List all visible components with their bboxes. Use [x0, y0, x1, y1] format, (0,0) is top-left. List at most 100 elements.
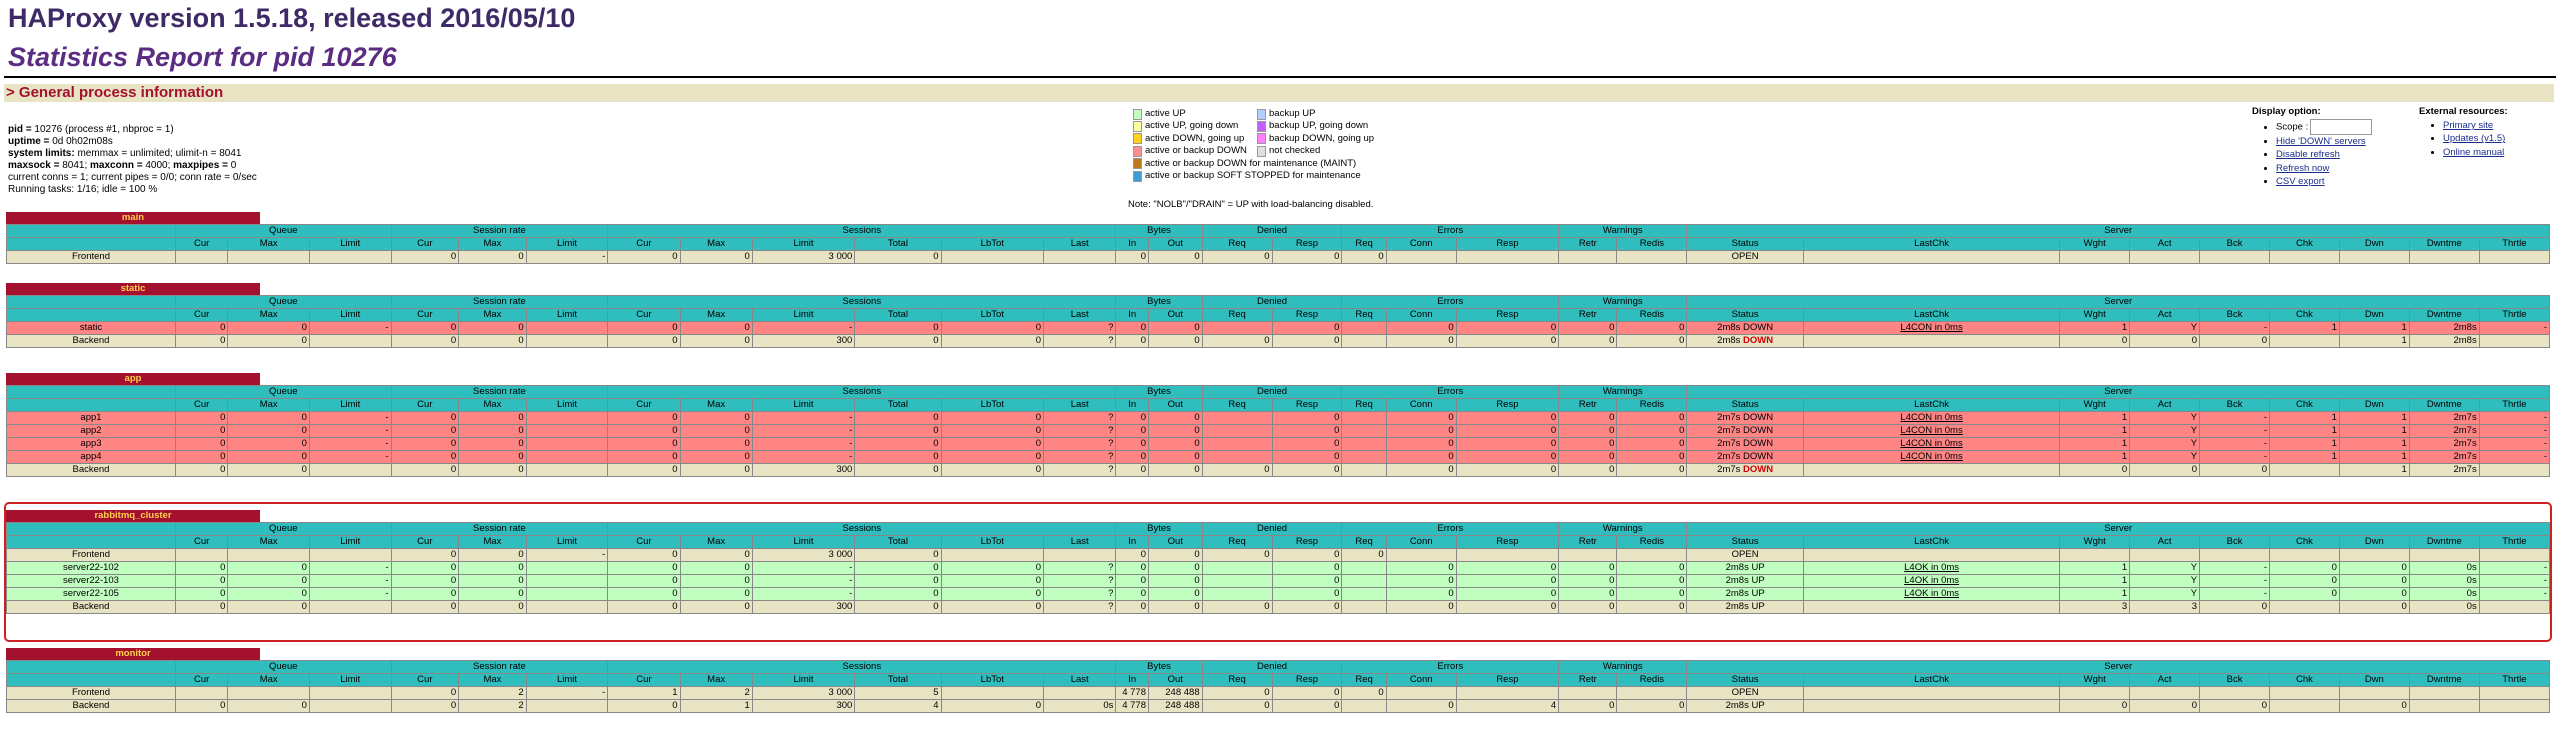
csv-export-link[interactable]: CSV export: [2276, 176, 2325, 188]
table-cell[interactable]: Backend: [6, 600, 176, 614]
table-cell: 0: [679, 587, 753, 601]
table-cell[interactable]: Backend: [6, 463, 176, 477]
table-cell: [525, 600, 609, 614]
table-cell: [1558, 548, 1618, 562]
table-cell[interactable]: L4CON in 0ms: [1802, 450, 2061, 464]
table-cell[interactable]: Backend: [6, 699, 176, 713]
online-manual-link[interactable]: Online manual: [2443, 146, 2505, 158]
refresh-now-link[interactable]: Refresh now: [2276, 162, 2330, 174]
column-header: Conn: [1385, 535, 1457, 549]
group-header: Errors: [1341, 295, 1560, 309]
table-cell: 1: [2059, 424, 2131, 438]
table-cell: [1385, 250, 1457, 264]
table-cell: 0: [1558, 450, 1618, 464]
table-cell: 0: [854, 437, 942, 451]
table-cell: 0: [679, 334, 753, 348]
table-cell: 0: [1385, 699, 1457, 713]
table-cell: 0: [458, 437, 527, 451]
table-cell: 0: [1271, 600, 1343, 614]
table-cell: ?: [1043, 411, 1117, 425]
table-cell[interactable]: static: [6, 321, 176, 335]
table-cell[interactable]: app2: [6, 424, 176, 438]
table-cell: -: [2478, 574, 2551, 588]
table-cell: 0: [174, 321, 229, 335]
group-header: Denied: [1201, 385, 1343, 399]
table-cell: 0: [1385, 437, 1457, 451]
table-cell: [2478, 686, 2551, 700]
table-cell[interactable]: Backend: [6, 334, 176, 348]
table-cell: 0: [607, 699, 681, 713]
table-cell[interactable]: [1802, 600, 2061, 614]
table-cell[interactable]: [1802, 699, 2061, 713]
column-header: Bck: [2199, 308, 2270, 322]
table-cell: [2478, 600, 2551, 614]
table-cell[interactable]: L4CON in 0ms: [1802, 437, 2061, 451]
table-cell: [1341, 600, 1387, 614]
proxy-name[interactable]: monitor: [6, 648, 260, 660]
table-cell: OPEN: [1686, 548, 1804, 562]
table-cell: [308, 548, 392, 562]
proxy-name[interactable]: main: [6, 212, 260, 224]
table-cell[interactable]: [1802, 686, 2061, 700]
table-cell: 0: [1385, 334, 1457, 348]
primary-site-link[interactable]: Primary site: [2443, 120, 2494, 131]
table-cell: 0: [2199, 600, 2270, 614]
table-cell: [1201, 411, 1273, 425]
table-cell: [2268, 334, 2340, 348]
table-cell: -: [2199, 450, 2270, 464]
group-header: Errors: [1341, 660, 1560, 674]
scope-input[interactable]: [2310, 119, 2373, 135]
table-cell: 2m7s: [2408, 437, 2480, 451]
table-cell: ?: [1043, 334, 1117, 348]
table-cell: 0: [390, 600, 460, 614]
column-header: LastChk: [1802, 308, 2061, 322]
legend-swatch: [1257, 108, 1266, 120]
table-cell[interactable]: app4: [6, 450, 176, 464]
table-cell[interactable]: L4OK in 0ms: [1802, 574, 2061, 588]
proxy-name[interactable]: rabbitmq_cluster: [6, 510, 260, 522]
table-cell[interactable]: Frontend: [6, 250, 176, 264]
table-cell[interactable]: [1802, 463, 2061, 477]
hide-down-servers-link[interactable]: Hide 'DOWN' servers: [2276, 136, 2366, 147]
group-header: Errors: [1341, 224, 1560, 238]
column-header: Cur: [607, 237, 681, 251]
table-cell[interactable]: L4OK in 0ms: [1802, 561, 2061, 575]
column-header: Dwntme: [2408, 398, 2480, 412]
table-cell: 0: [1616, 321, 1688, 335]
table-cell[interactable]: server22-105: [6, 587, 176, 601]
table-cell[interactable]: L4CON in 0ms: [1802, 424, 2061, 438]
disable-refresh-link[interactable]: Disable refresh: [2276, 149, 2340, 161]
table-cell[interactable]: L4CON in 0ms: [1802, 411, 2061, 425]
proxy-name[interactable]: static: [6, 283, 260, 295]
table-cell: 0: [2059, 463, 2131, 477]
group-header: Queue: [174, 295, 392, 309]
table-cell: 3: [2129, 600, 2201, 614]
table-cell: ?: [1043, 574, 1117, 588]
table-cell: 0: [1558, 600, 1618, 614]
table-cell: 0: [1201, 600, 1273, 614]
legend-label: not checked: [1269, 145, 1321, 157]
legend-swatch: [1133, 145, 1142, 157]
table-cell: 0: [1115, 600, 1149, 614]
table-cell[interactable]: Frontend: [6, 686, 176, 700]
column-header: Retr: [1558, 673, 1618, 687]
table-cell[interactable]: app1: [6, 411, 176, 425]
table-cell: [1616, 250, 1688, 264]
table-cell[interactable]: Frontend: [6, 548, 176, 562]
table-cell[interactable]: [1802, 334, 2061, 348]
table-cell: 0: [854, 424, 942, 438]
table-cell: 0: [1455, 411, 1560, 425]
proxy-name[interactable]: app: [6, 373, 260, 385]
column-header: Limit: [525, 237, 609, 251]
table-cell: 3 000: [751, 250, 856, 264]
column-header: Last: [1043, 237, 1117, 251]
table-cell: 1: [2338, 321, 2410, 335]
table-cell[interactable]: app3: [6, 437, 176, 451]
table-cell[interactable]: L4CON in 0ms: [1802, 321, 2061, 335]
column-header: Dwn: [2338, 237, 2410, 251]
table-cell[interactable]: [1802, 250, 2061, 264]
table-cell: [2338, 250, 2410, 264]
legend-item: active DOWN, going up: [1133, 133, 1361, 145]
header-blank: [6, 237, 176, 251]
updates-link[interactable]: Updates (v1.5): [2443, 133, 2506, 145]
